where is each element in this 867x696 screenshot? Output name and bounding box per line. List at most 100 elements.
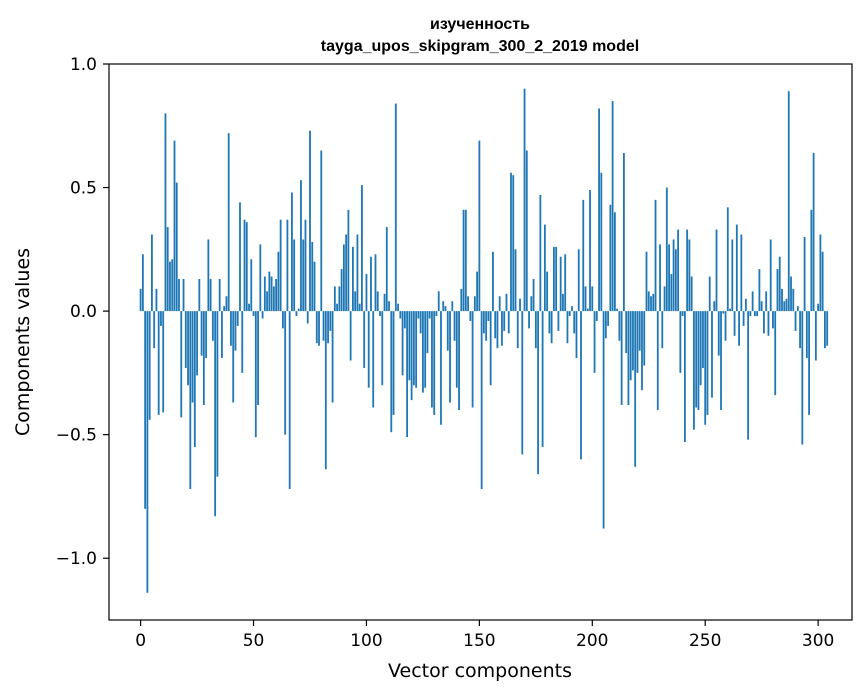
bar-53	[259, 244, 262, 312]
bar-302	[821, 251, 824, 312]
bar-102	[370, 256, 372, 312]
bar-63	[281, 311, 284, 329]
bar-188	[564, 254, 567, 312]
bar-131	[435, 311, 438, 317]
bar-31	[209, 278, 212, 312]
bar-156	[492, 251, 494, 312]
bar-221	[638, 311, 641, 351]
bar-133	[440, 311, 442, 425]
bar-65	[286, 219, 289, 312]
bar-129	[431, 311, 433, 408]
bar-118	[406, 311, 409, 438]
bar-280	[772, 311, 774, 329]
x-tick-label: 0	[135, 631, 146, 651]
bar-28	[202, 311, 205, 406]
bar-152	[482, 311, 485, 334]
bar-215	[625, 311, 628, 354]
bar-289	[792, 288, 795, 312]
bar-71	[300, 180, 302, 312]
bar-130	[433, 311, 436, 415]
bar-75	[309, 130, 311, 312]
bar-106	[379, 311, 381, 317]
bar-212	[618, 311, 621, 341]
bar-195	[580, 311, 582, 460]
bar-276	[763, 311, 765, 334]
bar-50	[252, 311, 255, 317]
bar-128	[428, 311, 431, 319]
bar-153	[485, 311, 488, 341]
bar-244	[690, 276, 693, 312]
bar-272	[753, 311, 756, 317]
bar-5	[151, 234, 153, 312]
bar-243	[688, 239, 691, 312]
bar-296	[808, 311, 810, 415]
y-axis-label: Components values	[12, 248, 34, 436]
x-tick-label: 150	[463, 631, 495, 651]
bar-270	[749, 311, 752, 317]
bar-189	[566, 311, 569, 344]
bar-241	[683, 311, 686, 443]
bar-261	[729, 308, 731, 312]
bar-237	[674, 249, 677, 312]
bar-76	[311, 241, 314, 312]
bar-283	[778, 256, 781, 312]
bar-265	[738, 311, 740, 346]
bar-33	[214, 311, 217, 517]
bar-183	[552, 246, 555, 312]
bar-273	[756, 311, 759, 317]
bar-295	[805, 311, 808, 359]
bar-38	[225, 296, 228, 312]
bar-186	[559, 256, 562, 312]
bar-259	[724, 311, 727, 341]
bar-171	[525, 150, 528, 312]
bar-144	[464, 209, 467, 312]
bar-25	[196, 311, 198, 376]
bar-181	[548, 311, 551, 334]
bar-97	[358, 303, 361, 312]
bar-290	[794, 311, 797, 331]
bar-180	[546, 271, 549, 312]
bar-40	[230, 311, 232, 346]
bar-207	[607, 311, 609, 326]
bar-145	[467, 296, 469, 312]
bar-61	[277, 251, 280, 312]
bar-68	[293, 239, 296, 312]
bar-254	[713, 301, 716, 312]
bar-49	[250, 259, 253, 312]
bar-12	[166, 227, 169, 312]
x-tick-label: 200	[576, 631, 608, 651]
bar-7	[155, 288, 158, 312]
bar-204	[600, 172, 603, 312]
bar-105	[376, 291, 379, 312]
bar-238	[677, 229, 680, 312]
bar-170	[523, 88, 526, 312]
bar-136	[446, 311, 449, 351]
bar-24	[193, 311, 196, 448]
bar-150	[478, 140, 481, 312]
bar-35	[218, 278, 221, 312]
bar-230	[659, 244, 661, 312]
bar-78	[315, 311, 318, 344]
chart-title: изученность	[430, 16, 530, 33]
bar-59	[272, 286, 275, 312]
bar-81	[322, 311, 325, 341]
bar-303	[824, 311, 826, 349]
bar-43	[236, 311, 239, 326]
bar-139	[453, 311, 456, 341]
bar-294	[803, 236, 806, 312]
bar-32	[211, 311, 214, 341]
bar-242	[686, 229, 689, 312]
bar-99	[363, 311, 366, 368]
bar-96	[356, 234, 359, 312]
bar-127	[426, 311, 429, 354]
bar-291	[796, 306, 799, 312]
bar-285	[783, 301, 786, 312]
bar-90	[342, 244, 345, 312]
bar-17	[178, 278, 180, 312]
bar-134	[442, 301, 445, 312]
bar-124	[419, 311, 422, 334]
bar-3	[146, 311, 149, 593]
bar-123	[417, 311, 420, 319]
bar-73	[304, 219, 307, 312]
bar-274	[758, 269, 761, 312]
